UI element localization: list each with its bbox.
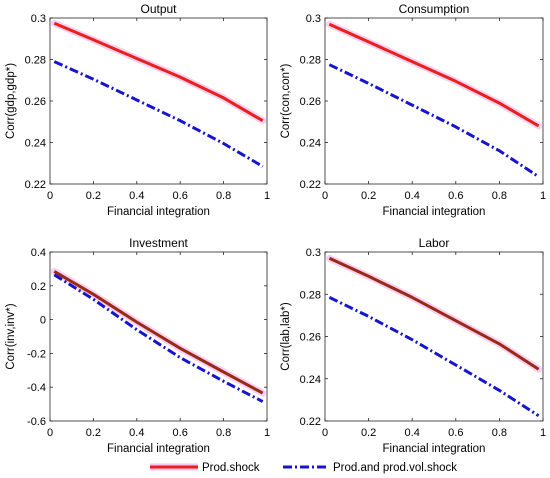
x-tick-label-labor-5: 1: [540, 427, 546, 439]
x-tick-label-output-4: 0.8: [216, 190, 231, 202]
legend-label-prod-vol-shock: Prod.and prod.vol.shock: [333, 462, 457, 474]
y-tick-label-output-4: 0.3: [31, 13, 46, 25]
plot-area-labor: [325, 252, 543, 421]
x-tick-label-labor-3: 0.6: [448, 427, 463, 439]
y-axis-label-consumption: Corr(con,con*): [280, 63, 292, 138]
x-tick-label-investment-5: 1: [264, 427, 270, 439]
panel-output: 0 0.2 0.4 0.6 0.8 1 0.22 0.24 0.26 0.28 0.3 Output F…: [5, 2, 270, 218]
x-tick-label-consumption-1: 0.2: [361, 190, 376, 202]
y-tick-label-output-0: 0.22: [25, 179, 46, 191]
series-line-prod-vol-shock-investment: [53, 273, 264, 403]
y-tick-label-labor-2: 0.26: [300, 332, 321, 344]
x-tick-label-output-5: 1: [264, 190, 270, 202]
x-tick-label-consumption-4: 0.8: [492, 190, 507, 202]
panel-investment: 0 0.2 0.4 0.6 0.8 1 -0.6 -0.4 -0.2 0 0.2 0.4 Investm…: [5, 236, 270, 455]
series-line-prod-vol-shock-output: [53, 60, 264, 168]
series-line-prod-vol-shock-consumption: [328, 63, 540, 178]
y-tick-label-labor-1: 0.24: [300, 374, 321, 386]
y-tick-label-labor-3: 0.28: [300, 289, 321, 301]
x-axis-label-consumption: Financial integration: [383, 206, 486, 218]
x-axis-label-investment: Financial integration: [107, 443, 210, 455]
x-tick-label-consumption-3: 0.6: [448, 190, 463, 202]
legend-box: [148, 458, 402, 478]
y-tick-label-consumption-4: 0.3: [306, 13, 321, 25]
y-tick-label-output-1: 0.24: [25, 138, 46, 150]
y-axis-label-output: Corr(gdp,gdp*): [5, 63, 17, 139]
panel-title-labor: Labor: [419, 236, 450, 250]
series-line-prod-shock-investment: [53, 270, 264, 395]
legend: Prod.shock Prod.and prod.vol.shock: [148, 458, 457, 478]
panel-labor: 0 0.2 0.4 0.6 0.8 1 0.22 0.24 0.26 0.28 0.3 Labor Fi…: [280, 236, 546, 455]
series-line-prod-vol-shock-labor: [328, 296, 540, 417]
y-axis-label-investment: Corr(inv,inv*): [5, 303, 17, 369]
y-tick-label-consumption-1: 0.24: [300, 138, 321, 150]
legend-label-prod-shock: Prod.shock: [202, 462, 260, 474]
x-axis-label-output: Financial integration: [107, 206, 210, 218]
panel-consumption: 0 0.2 0.4 0.6 0.8 1 0.22 0.24 0.26 0.28 0.3 Consump…: [280, 2, 546, 218]
x-tick-label-output-1: 0.2: [86, 190, 101, 202]
x-tick-label-consumption-0: 0: [322, 190, 328, 202]
x-tick-label-investment-2: 0.4: [129, 427, 144, 439]
y-tick-label-consumption-3: 0.28: [300, 55, 321, 67]
y-tick-label-investment-0: -0.6: [27, 416, 46, 428]
panel-title-consumption: Consumption: [399, 2, 470, 16]
x-tick-label-investment-1: 0.2: [86, 427, 101, 439]
y-tick-label-labor-0: 0.22: [300, 416, 321, 428]
panel-title-output: Output: [140, 2, 177, 16]
x-tick-label-output-0: 0: [47, 190, 53, 202]
y-tick-label-investment-5: 0.4: [31, 247, 46, 259]
y-tick-label-investment-4: 0.2: [31, 281, 46, 293]
y-tick-label-consumption-2: 0.26: [300, 96, 321, 108]
x-tick-label-labor-0: 0: [322, 427, 328, 439]
axes-frame-investment: [49, 251, 268, 422]
x-tick-label-investment-0: 0: [47, 427, 53, 439]
x-tick-label-consumption-5: 1: [540, 190, 546, 202]
x-tick-label-output-2: 0.4: [129, 190, 144, 202]
y-tick-label-investment-1: -0.4: [27, 382, 46, 394]
panels-group: 0 0.2 0.4 0.6 0.8 1 0.22 0.24 0.26 0.28 0.3 Output F…: [5, 2, 546, 455]
y-tick-label-output-3: 0.28: [25, 55, 46, 67]
x-tick-label-consumption-2: 0.4: [405, 190, 420, 202]
series-line-prod-shock-labor: [328, 256, 540, 371]
panel-title-investment: Investment: [129, 236, 188, 250]
y-tick-label-investment-2: -0.2: [27, 348, 46, 360]
y-axis-label-labor: Corr(lab,lab*): [280, 302, 292, 371]
x-tick-label-investment-4: 0.8: [216, 427, 231, 439]
y-tick-label-investment-3: 0: [40, 315, 46, 327]
x-tick-label-labor-4: 0.8: [492, 427, 507, 439]
x-axis-label-labor: Financial integration: [383, 443, 486, 455]
x-tick-label-labor-2: 0.4: [405, 427, 420, 439]
y-tick-label-labor-4: 0.3: [306, 247, 321, 259]
series-line-prod-shock-consumption: [328, 22, 540, 128]
x-tick-label-output-3: 0.6: [173, 190, 188, 202]
x-tick-label-labor-1: 0.2: [361, 427, 376, 439]
y-tick-label-output-2: 0.26: [25, 96, 46, 108]
series-line-prod-shock-output: [53, 21, 264, 122]
x-tick-label-investment-3: 0.6: [173, 427, 188, 439]
y-tick-label-consumption-0: 0.22: [300, 179, 321, 191]
